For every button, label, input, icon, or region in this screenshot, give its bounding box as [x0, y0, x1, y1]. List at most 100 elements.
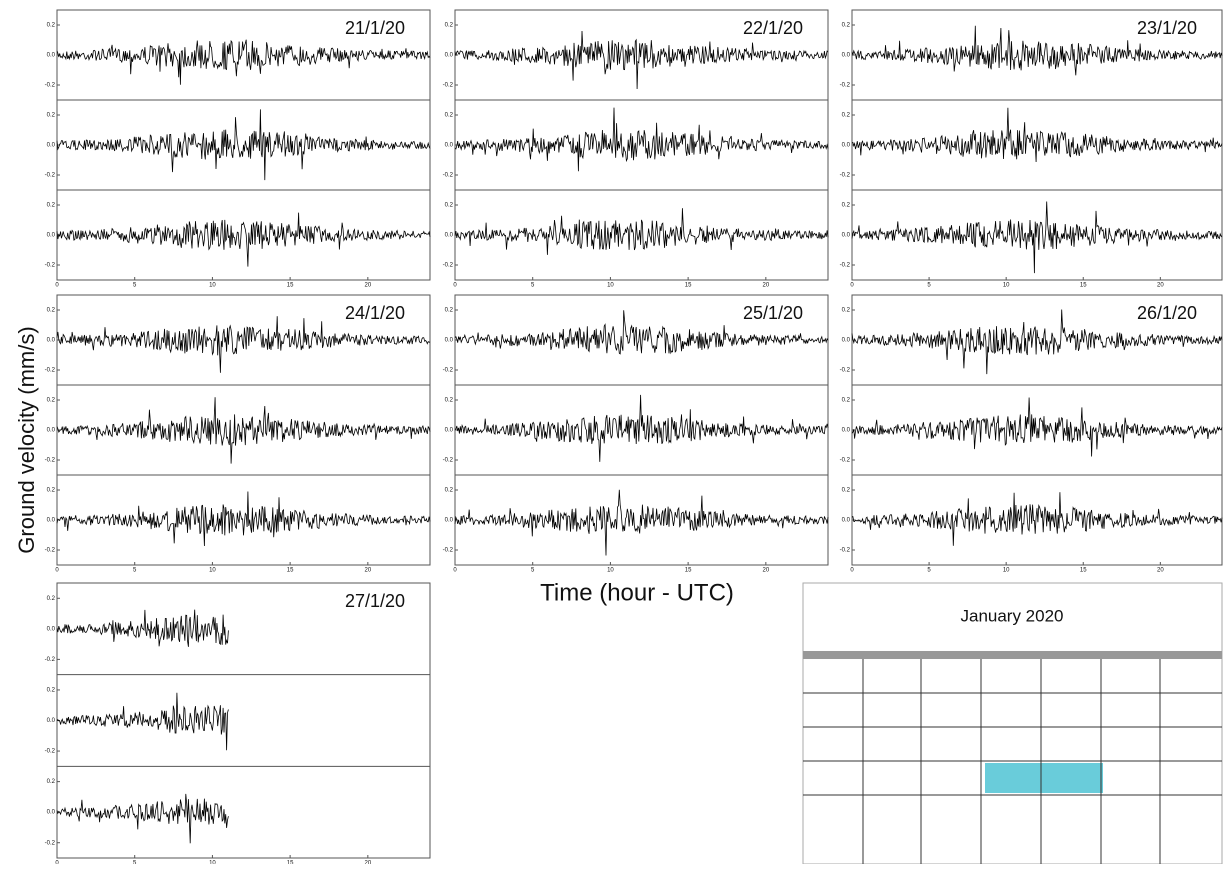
y-tick-label: -0.2: [840, 173, 851, 179]
y-tick-label: 0.2: [47, 779, 56, 785]
waveform: [56, 793, 229, 844]
waveform: [56, 692, 229, 751]
panel-date: 25/1/20: [743, 303, 803, 323]
y-tick-label: 0.2: [842, 23, 851, 29]
y-tick-label: -0.2: [840, 548, 851, 554]
x-tick-label: 20: [364, 283, 371, 289]
waveform: [851, 201, 1223, 274]
y-tick-label: 0.2: [47, 688, 56, 694]
y-tick-label: -0.2: [45, 173, 56, 179]
y-tick-label: 0.0: [445, 143, 454, 149]
y-tick-label: -0.2: [45, 458, 56, 464]
y-tick-label: -0.2: [443, 263, 454, 269]
panel: -0.2 0.0 0.2 -0.2 0.0 0.2 -0.2 0.0 0.2 0 5 10 15 20 22…: [443, 9, 829, 289]
y-tick-label: 0.2: [445, 113, 454, 119]
panel: -0.2 0.0 0.2 -0.2 0.0 0.2 -0.2 0.0 0.2 0 5 10 15 20 24…: [45, 294, 431, 574]
y-tick-label: 0.0: [47, 518, 56, 524]
calendar-frame: [802, 582, 1223, 865]
x-tick-label: 0: [850, 283, 854, 289]
x-tick-label: 15: [1080, 283, 1087, 289]
x-tick-label: 0: [55, 283, 59, 289]
waveform: [56, 609, 229, 647]
y-tick-label: 0.2: [445, 308, 454, 314]
y-tick-label: -0.2: [840, 83, 851, 89]
y-tick-label: -0.2: [45, 657, 56, 663]
x-tick-label: 15: [287, 568, 294, 574]
waveform: [851, 492, 1223, 546]
panel: -0.2 0.0 0.2 -0.2 0.0 0.2 -0.2 0.0 0.2 0 5 10 15 20 26…: [840, 294, 1223, 574]
panel-date: 22/1/20: [743, 18, 803, 38]
panel: -0.2 0.0 0.2 -0.2 0.0 0.2 -0.2 0.0 0.2 0 5 10 15 20 25…: [443, 294, 829, 574]
y-tick-label: -0.2: [45, 840, 56, 846]
y-tick-label: 0.0: [842, 53, 851, 59]
y-tick-label: -0.2: [840, 458, 851, 464]
y-tick-label: 0.0: [842, 518, 851, 524]
calendar: January 2020: [802, 582, 1223, 865]
x-tick-label: 15: [1080, 568, 1087, 574]
x-tick-label: 0: [453, 568, 457, 574]
y-tick-label: 0.2: [445, 203, 454, 209]
calendar-title: January 2020: [960, 606, 1063, 625]
x-tick-label: 5: [133, 861, 137, 864]
y-tick-label: 0.0: [445, 233, 454, 239]
calendar-header-bar: [803, 651, 1222, 659]
y-tick-label: 0.2: [47, 113, 56, 119]
y-tick-label: 0.2: [842, 488, 851, 494]
y-tick-label: 0.0: [47, 718, 56, 724]
y-tick-label: 0.0: [445, 518, 454, 524]
x-tick-label: 5: [531, 283, 535, 289]
y-axis-label: Ground velocity (mm/s): [14, 326, 39, 553]
waveform: [56, 316, 431, 373]
waveform: [56, 109, 431, 181]
waveform: [851, 397, 1223, 457]
y-tick-label: -0.2: [45, 368, 56, 374]
x-tick-label: 5: [531, 568, 535, 574]
y-tick-label: -0.2: [443, 173, 454, 179]
panel-date: 24/1/20: [345, 303, 405, 323]
y-tick-label: 0.2: [445, 488, 454, 494]
y-tick-label: 0.2: [47, 398, 56, 404]
x-tick-label: 5: [927, 568, 931, 574]
x-tick-label: 5: [133, 283, 137, 289]
x-tick-label: 5: [133, 568, 137, 574]
x-tick-label: 15: [685, 283, 692, 289]
x-tick-label: 15: [685, 568, 692, 574]
x-tick-label: 20: [364, 568, 371, 574]
x-tick-label: 10: [209, 861, 216, 864]
panel-date: 27/1/20: [345, 591, 405, 611]
x-tick-label: 0: [453, 283, 457, 289]
y-tick-label: -0.2: [45, 263, 56, 269]
x-tick-label: 20: [1157, 283, 1164, 289]
y-tick-label: 0.2: [47, 23, 56, 29]
y-tick-label: -0.2: [45, 83, 56, 89]
y-tick-label: -0.2: [45, 749, 56, 755]
waveform: [454, 394, 829, 462]
waveform: [851, 25, 1223, 76]
panel-date: 26/1/20: [1137, 303, 1197, 323]
y-tick-label: 0.0: [842, 428, 851, 434]
waveform: [454, 310, 829, 355]
y-tick-label: 0.0: [445, 53, 454, 59]
y-tick-label: 0.0: [47, 338, 56, 344]
y-tick-label: 0.0: [47, 233, 56, 239]
y-tick-label: -0.2: [443, 83, 454, 89]
waveform: [454, 30, 829, 90]
x-tick-label: 15: [287, 283, 294, 289]
x-tick-label: 10: [607, 283, 614, 289]
waveform: [56, 212, 431, 267]
y-tick-label: 0.2: [842, 113, 851, 119]
x-tick-label: 0: [55, 568, 59, 574]
waveform: [851, 309, 1223, 375]
y-tick-label: 0.0: [842, 233, 851, 239]
panel: -0.2 0.0 0.2 -0.2 0.0 0.2 -0.2 0.0 0.2 0 5 10 15 20 21…: [45, 9, 431, 289]
y-tick-label: 0.2: [47, 308, 56, 314]
x-tick-label: 20: [762, 283, 769, 289]
x-tick-label: 20: [762, 568, 769, 574]
y-tick-label: 0.0: [47, 53, 56, 59]
x-tick-label: 10: [1003, 283, 1010, 289]
x-tick-label: 15: [287, 861, 294, 864]
y-tick-label: 0.0: [47, 626, 56, 632]
y-tick-label: 0.2: [47, 488, 56, 494]
y-tick-label: -0.2: [840, 263, 851, 269]
